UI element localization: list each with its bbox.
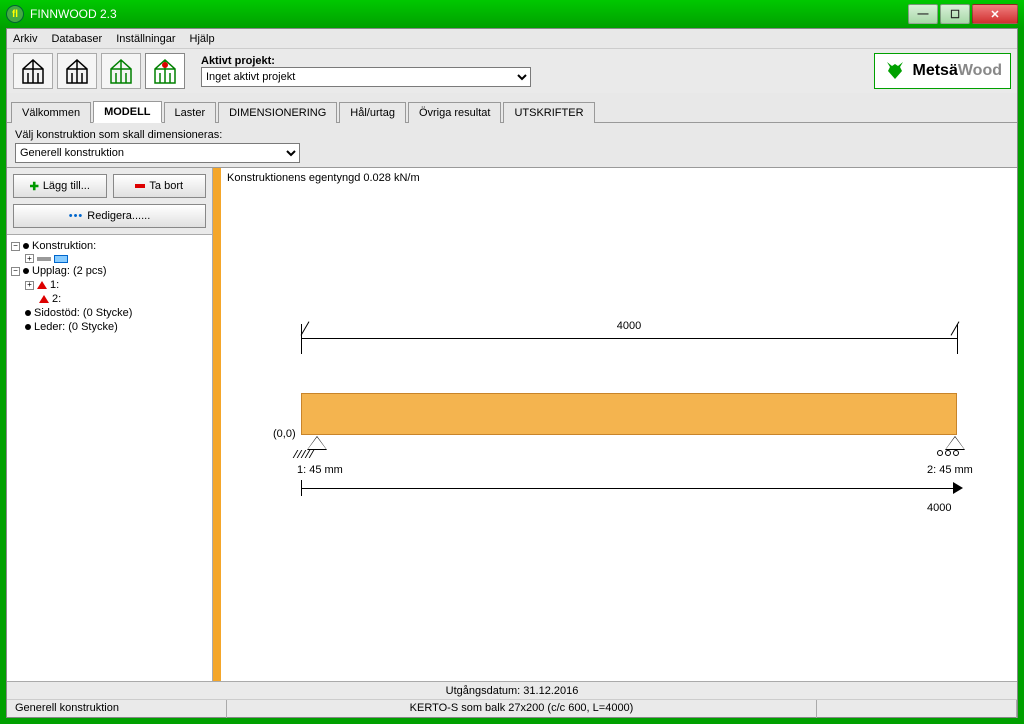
- tree-node-leder[interactable]: Leder: (0 Stycke): [11, 320, 208, 334]
- tab-valkommen[interactable]: Välkommen: [11, 102, 91, 123]
- house-icon-2[interactable]: [57, 53, 97, 89]
- tab-laster[interactable]: Laster: [164, 102, 217, 123]
- tree-node-section[interactable]: +: [25, 253, 208, 264]
- tree-node-upplag[interactable]: −Upplag: (2 pcs): [11, 264, 208, 278]
- beam-element[interactable]: [301, 393, 957, 435]
- support-right-roller[interactable]: [945, 436, 965, 450]
- active-project-label: Aktivt projekt:: [201, 55, 531, 67]
- status-empty: [817, 700, 1017, 718]
- house-icon-1[interactable]: [13, 53, 53, 89]
- tab-dimensionering[interactable]: DIMENSIONERING: [218, 102, 337, 123]
- axis-end-label: 4000: [927, 502, 951, 514]
- status-profile: KERTO-S som balk 27x200 (c/c 600, L=4000…: [227, 700, 817, 718]
- minimize-button[interactable]: —: [908, 4, 938, 24]
- collapse-icon[interactable]: −: [11, 267, 20, 276]
- axis-arrow-icon: [953, 482, 963, 494]
- app-inner: Arkiv Databaser Inställningar Hjälp: [6, 28, 1018, 718]
- house-icon-4[interactable]: [145, 53, 185, 89]
- tab-hal-urtag[interactable]: Hål/urtag: [339, 102, 406, 123]
- add-button[interactable]: ✚Lägg till...: [13, 174, 107, 198]
- orange-strip: [213, 168, 221, 681]
- support-left-label: 1: 45 mm: [297, 464, 343, 476]
- status-construction: Generell konstruktion: [7, 700, 227, 718]
- collapse-icon[interactable]: −: [11, 242, 20, 251]
- edit-button[interactable]: •••Redigera......: [13, 204, 206, 228]
- dim-tick-right: [957, 324, 958, 354]
- statusbar: Utgångsdatum: 31.12.2016 Generell konstr…: [7, 681, 1017, 717]
- active-project-select[interactable]: Inget aktivt projekt: [201, 67, 531, 87]
- brand-text: MetsäWood: [913, 62, 1003, 80]
- moose-icon: [883, 59, 907, 83]
- menubar: Arkiv Databaser Inställningar Hjälp: [7, 29, 1017, 49]
- titlebar: fl FINNWOOD 2.3 — ☐ ✕: [0, 0, 1024, 28]
- minus-icon: [135, 184, 145, 188]
- construction-select-label: Välj konstruktion som skall dimensionera…: [15, 129, 1009, 141]
- self-weight-label: Konstruktionens egentyngd 0.028 kN/m: [227, 172, 420, 184]
- axis-line: [301, 488, 957, 489]
- app-icon: fl: [6, 5, 24, 23]
- dimension-label-top: 4000: [301, 320, 957, 332]
- expand-icon[interactable]: +: [25, 281, 34, 290]
- tree-node-konstruktion[interactable]: −Konstruktion:: [11, 239, 208, 253]
- canvas-wrap: Konstruktionens egentyngd 0.028 kN/m 400…: [213, 168, 1017, 681]
- tab-ovriga[interactable]: Övriga resultat: [408, 102, 502, 123]
- tab-utskrifter[interactable]: UTSKRIFTER: [503, 102, 594, 123]
- status-expiry: Utgångsdatum: 31.12.2016: [7, 681, 1017, 699]
- plus-icon: ✚: [30, 180, 39, 193]
- construction-select[interactable]: Generell konstruktion: [15, 143, 300, 163]
- app-window: fl FINNWOOD 2.3 — ☐ ✕ Arkiv Databaser In…: [0, 0, 1024, 724]
- toolbar: Aktivt projekt: Inget aktivt projekt Met…: [7, 49, 1017, 93]
- construction-select-block: Välj konstruktion som skall dimensionera…: [7, 123, 1017, 167]
- support-icon: [39, 295, 49, 303]
- maximize-button[interactable]: ☐: [940, 4, 970, 24]
- dots-icon: •••: [69, 210, 84, 222]
- tree-node-support-2[interactable]: 2:: [25, 292, 208, 306]
- window-title: FINNWOOD 2.3: [30, 7, 117, 21]
- sidebar: ✚Lägg till... Ta bort •••Redigera...... …: [7, 168, 213, 681]
- brand-logo: MetsäWood: [874, 53, 1012, 89]
- origin-label: (0,0): [273, 428, 296, 440]
- expand-icon[interactable]: +: [25, 254, 34, 263]
- support-icon: [37, 281, 47, 289]
- beam-canvas[interactable]: Konstruktionens egentyngd 0.028 kN/m 400…: [221, 168, 1017, 681]
- dimension-line-top: [301, 338, 957, 339]
- house-icon-3[interactable]: [101, 53, 141, 89]
- tab-modell[interactable]: MODELL: [93, 101, 161, 123]
- workspace: ✚Lägg till... Ta bort •••Redigera...... …: [7, 167, 1017, 681]
- tabstrip: Välkommen MODELL Laster DIMENSIONERING H…: [7, 99, 1017, 123]
- menu-arkiv[interactable]: Arkiv: [13, 33, 37, 45]
- support-right-label: 2: 45 mm: [927, 464, 973, 476]
- menu-databaser[interactable]: Databaser: [51, 33, 102, 45]
- menu-hjalp[interactable]: Hjälp: [190, 33, 215, 45]
- remove-button[interactable]: Ta bort: [113, 174, 207, 198]
- close-button[interactable]: ✕: [972, 4, 1018, 24]
- menu-installningar[interactable]: Inställningar: [116, 33, 175, 45]
- active-project-block: Aktivt projekt: Inget aktivt projekt: [201, 55, 531, 87]
- support-left-pin[interactable]: [307, 436, 327, 450]
- construction-tree[interactable]: −Konstruktion: + −Upplag: (2 pcs) +1: 2:…: [7, 234, 212, 681]
- tree-node-support-1[interactable]: +1:: [25, 278, 208, 292]
- icon-button-group: [13, 53, 185, 89]
- tree-node-sidostod[interactable]: Sidostöd: (0 Stycke): [11, 306, 208, 320]
